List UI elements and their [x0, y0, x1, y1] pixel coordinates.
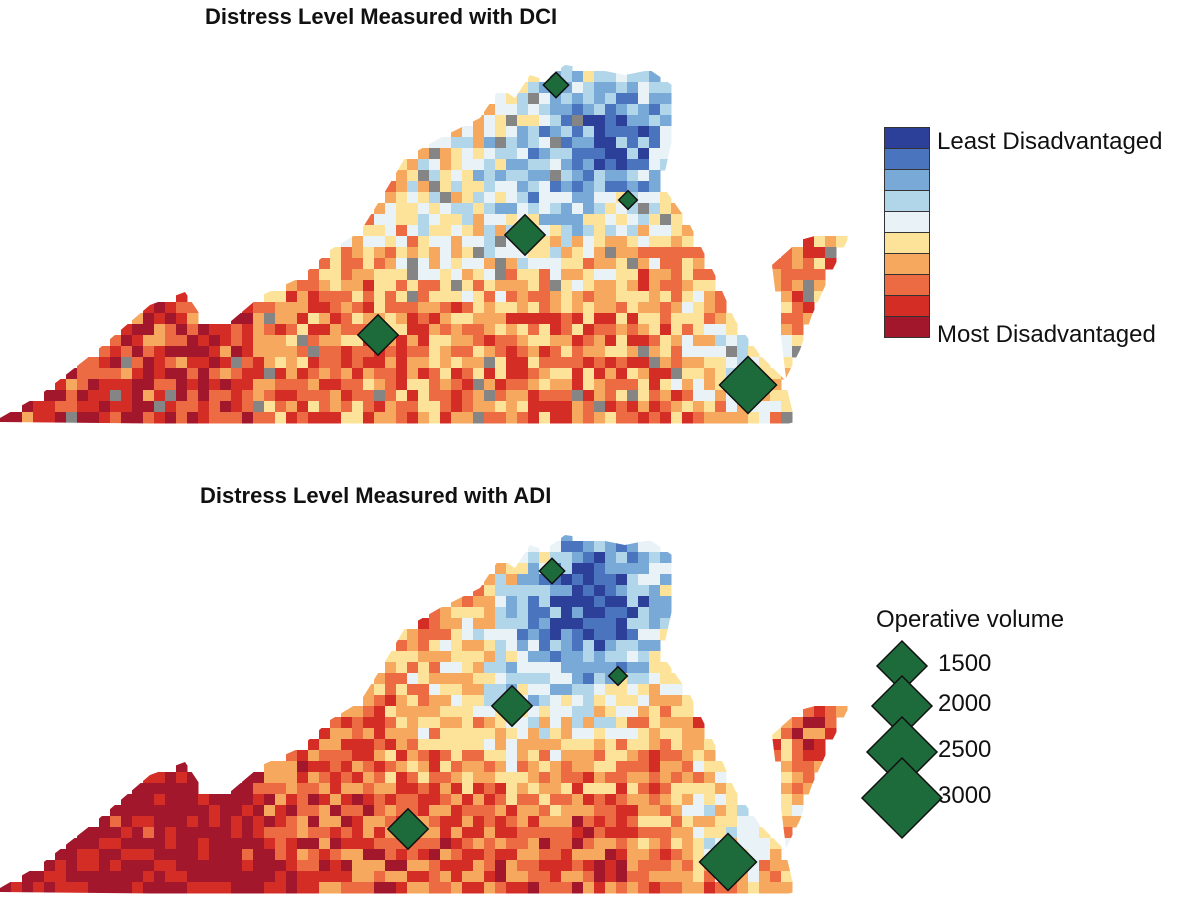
scale-swatch — [884, 211, 930, 233]
hospital-marker-icon — [698, 832, 758, 892]
volume-legend-title: Operative volume — [876, 606, 1065, 633]
scale-swatch — [884, 169, 930, 191]
scale-swatch — [884, 253, 930, 275]
volume-marker-icon — [860, 756, 944, 840]
legend-least-label: Least Disadvantaged — [937, 128, 1163, 155]
hospital-marker-icon — [718, 355, 778, 415]
hospital-marker-icon — [542, 71, 570, 99]
operative-volume-legend: Operative volume 1500 2000 2500 3000 — [860, 606, 1065, 840]
volume-legend-label: 2000 — [938, 690, 992, 717]
hospital-marker-icon — [538, 557, 566, 585]
hospital-marker-icon — [503, 213, 547, 257]
map-title-dci: Distress Level Measured with DCI — [205, 4, 558, 29]
scale-swatch — [884, 316, 930, 338]
hospital-marker-icon — [386, 807, 430, 851]
scale-swatch — [884, 127, 930, 149]
legend-most-label: Most Disadvantaged — [937, 321, 1156, 348]
map-adi — [0, 535, 848, 894]
hospital-marker-icon — [490, 684, 534, 728]
hospital-marker-icon — [356, 313, 400, 357]
scale-swatch — [884, 295, 930, 317]
scale-swatch — [884, 148, 930, 170]
volume-legend-label: 2500 — [938, 736, 992, 763]
map-title-adi: Distress Level Measured with ADI — [200, 483, 552, 508]
hospital-marker-icon — [617, 189, 639, 211]
scale-swatch — [884, 232, 930, 254]
volume-legend-label: 3000 — [938, 782, 992, 809]
distress-color-scale — [884, 127, 930, 338]
census-tract-mosaic — [0, 535, 848, 894]
map-dci — [0, 65, 848, 424]
volume-legend-label: 1500 — [938, 650, 992, 677]
census-tract-mosaic — [0, 65, 848, 424]
hospital-marker-icon — [607, 665, 629, 687]
scale-swatch — [884, 190, 930, 212]
scale-swatch — [884, 274, 930, 296]
